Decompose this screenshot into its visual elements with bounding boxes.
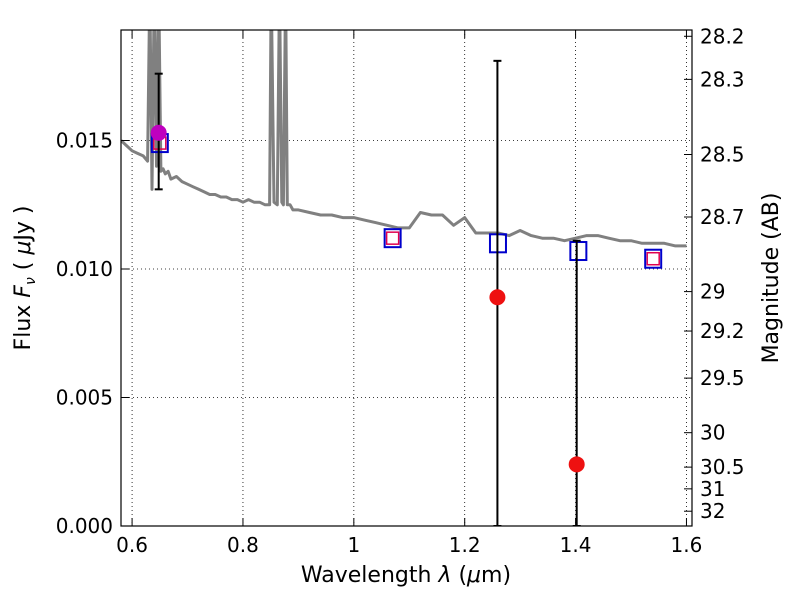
model-photometry-square (569, 241, 588, 262)
x-tick-label: 0.6 (116, 533, 148, 557)
mag-tick-label: 29 (700, 280, 725, 304)
y-axis-subscript: ν (23, 277, 39, 285)
series (121, 30, 687, 526)
y-tick-label: 0.015 (56, 129, 113, 153)
x-axis-label-word: Wavelength (301, 563, 432, 588)
x-tick-label: 1.4 (560, 533, 592, 557)
mag-tick-label: 28.7 (700, 205, 745, 229)
y-axis-label-word: Flux (11, 305, 36, 351)
observed-point (489, 289, 506, 306)
x-axis-unit-open: ( (451, 563, 467, 588)
mag-tick-label: 32 (700, 499, 725, 523)
x-tick-label: 1.2 (449, 533, 481, 557)
x-tick-label: 1 (347, 533, 360, 557)
mag-tick-label: 29.5 (700, 366, 745, 390)
y-tick-label: 0.010 (56, 257, 113, 281)
y-tick-label: 0.005 (56, 386, 113, 410)
model-spectrum-line (121, 30, 687, 248)
mag-tick-label: 30 (700, 421, 725, 445)
x-tick-label: 0.8 (227, 533, 259, 557)
observed-small-square (646, 251, 660, 266)
ticks: 0.6 0.8 1 1.2 1.4 1.6 0.000 0.005 0.010 0.015 28.2… (56, 24, 745, 557)
mag-tick-label: 30.5 (700, 455, 745, 479)
observed-point (568, 456, 585, 473)
mag-tick-label: 31 (700, 477, 725, 501)
y-axis-symbol: F (11, 285, 36, 298)
model-photometry-square (383, 228, 402, 249)
mag-tick-label: 28.5 (700, 143, 745, 167)
y2-axis-label: Magnitude (AB) (759, 193, 784, 364)
model-photometry-square (644, 248, 663, 269)
mag-tick-label: 28.2 (700, 24, 745, 48)
x-tick-label: 1.6 (671, 533, 703, 557)
x-axis-label: Wavelength λ (μm) (301, 563, 511, 588)
x-axis-unit-mu: μ (466, 563, 481, 588)
x-axis-lambda: λ (437, 563, 451, 588)
y-axis-unit-mu: μ (11, 241, 36, 256)
observed-point (150, 124, 167, 141)
y-tick-label: 0.000 (56, 514, 113, 538)
y-axis-unit-rest: Jy ) (11, 206, 36, 243)
y-axis-unit-open: ( (11, 255, 36, 278)
mag-tick-label: 28.3 (700, 67, 745, 91)
observed-small-square (385, 231, 400, 245)
plot-frame (120, 29, 693, 527)
x-axis-unit-rest: m) (481, 563, 511, 588)
grid (121, 30, 692, 527)
mag-tick-label: 29.2 (700, 319, 745, 343)
y-axis-label: Flux Fν ( μJy ) (11, 206, 39, 351)
